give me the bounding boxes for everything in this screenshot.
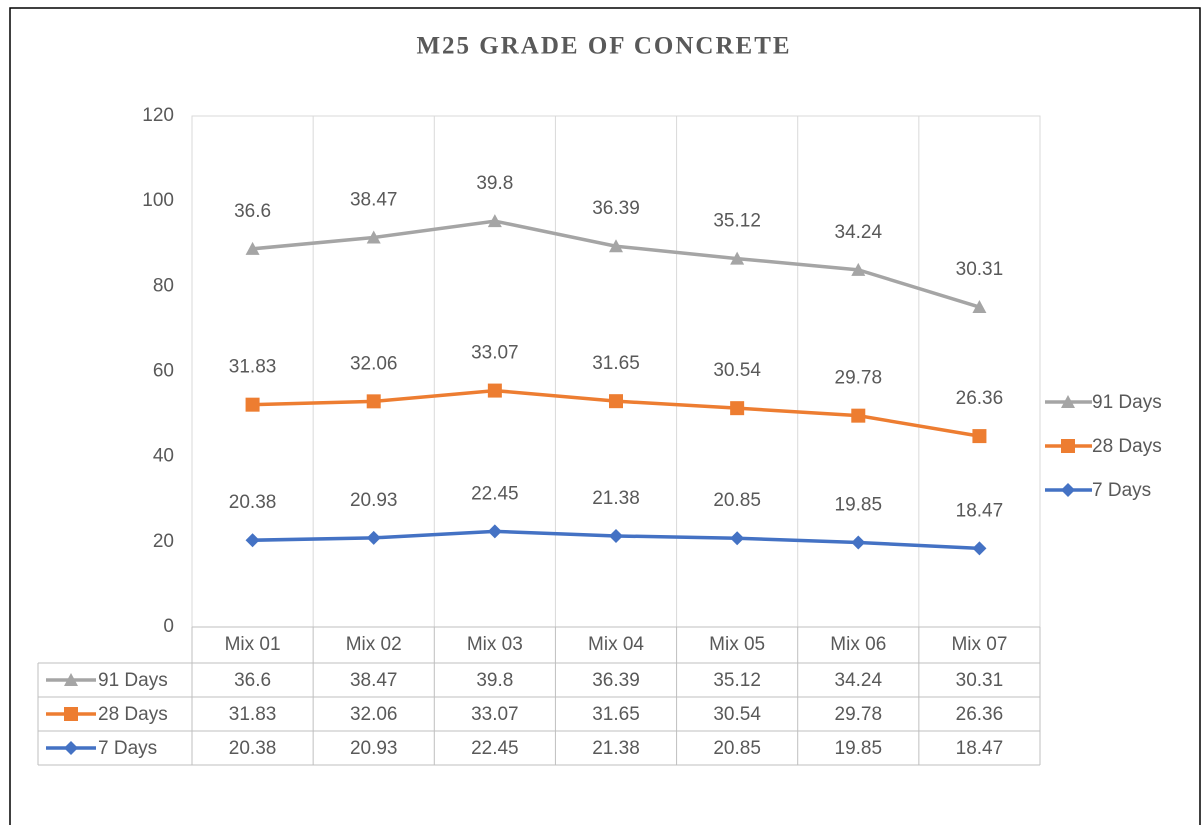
data-label: 19.85 bbox=[835, 494, 883, 515]
y-tick-label: 100 bbox=[142, 190, 174, 211]
legend-key-marker bbox=[1061, 439, 1075, 453]
table-cell: 29.78 bbox=[835, 704, 883, 725]
data-point bbox=[851, 535, 866, 550]
data-point bbox=[851, 262, 866, 276]
data-label: 26.36 bbox=[956, 388, 1004, 409]
data-point bbox=[972, 300, 987, 314]
data-label: 20.85 bbox=[713, 490, 761, 511]
chart-title: M25 GRADE OF CONCRETE bbox=[416, 33, 791, 60]
y-tick-label: 120 bbox=[142, 105, 174, 126]
legend-key-marker bbox=[1061, 483, 1075, 497]
table-cell: 32.06 bbox=[350, 704, 398, 725]
table-cell: 20.85 bbox=[713, 738, 761, 759]
data-label: 31.65 bbox=[592, 353, 640, 374]
table-cell: 31.83 bbox=[229, 704, 277, 725]
table-cell: 22.45 bbox=[471, 738, 519, 759]
table-row-label: 28 Days bbox=[98, 704, 168, 725]
data-point bbox=[851, 408, 866, 423]
data-label: 31.83 bbox=[229, 357, 277, 378]
data-point bbox=[487, 383, 502, 398]
table-cell: 35.12 bbox=[713, 670, 761, 691]
data-label: 36.39 bbox=[592, 198, 640, 219]
data-label: 30.31 bbox=[956, 259, 1004, 280]
chart-border bbox=[9, 7, 1201, 825]
data-point bbox=[487, 214, 502, 228]
data-point bbox=[609, 528, 623, 543]
x-tick-label: Mix 03 bbox=[467, 634, 523, 655]
table-cell: 34.24 bbox=[835, 670, 883, 691]
data-point bbox=[730, 251, 745, 265]
x-tick-label: Mix 05 bbox=[709, 634, 765, 655]
y-tick-label: 60 bbox=[153, 361, 174, 382]
table-cell: 33.07 bbox=[471, 704, 519, 725]
data-label: 34.24 bbox=[835, 222, 883, 243]
table-row-label: 91 Days bbox=[98, 670, 168, 691]
table-cell: 30.54 bbox=[713, 704, 761, 725]
data-point bbox=[366, 394, 381, 409]
legend-label: 7 Days bbox=[1092, 480, 1151, 501]
data-point bbox=[487, 524, 502, 539]
table-key-marker bbox=[64, 707, 78, 721]
data-point bbox=[972, 541, 987, 556]
table-cell: 39.8 bbox=[476, 670, 513, 691]
x-tick-label: Mix 02 bbox=[346, 634, 402, 655]
data-label: 35.12 bbox=[713, 211, 761, 232]
x-tick-label: Mix 01 bbox=[225, 634, 281, 655]
table-row-label: 7 Days bbox=[98, 738, 157, 759]
table-cell: 38.47 bbox=[350, 670, 398, 691]
data-point bbox=[245, 533, 260, 548]
legend-label: 91 Days bbox=[1092, 392, 1162, 413]
data-label: 39.8 bbox=[476, 173, 513, 194]
x-tick-label: Mix 07 bbox=[951, 634, 1007, 655]
data-label: 20.93 bbox=[350, 490, 398, 511]
data-point bbox=[366, 230, 381, 244]
legend-key-marker bbox=[1061, 395, 1075, 408]
data-point bbox=[730, 401, 745, 416]
data-point bbox=[972, 429, 987, 444]
data-label: 21.38 bbox=[592, 488, 640, 509]
y-tick-label: 80 bbox=[153, 275, 174, 296]
y-tick-label: 20 bbox=[153, 531, 174, 552]
table-cell: 20.93 bbox=[350, 738, 398, 759]
data-point bbox=[609, 239, 623, 253]
table-cell: 26.36 bbox=[956, 704, 1004, 725]
data-label: 20.38 bbox=[229, 492, 277, 513]
data-label: 36.6 bbox=[234, 201, 271, 222]
x-tick-label: Mix 06 bbox=[830, 634, 886, 655]
y-tick-label: 0 bbox=[163, 616, 174, 637]
table-cell: 19.85 bbox=[835, 738, 883, 759]
table-cell: 36.39 bbox=[592, 670, 640, 691]
legend-label: 28 Days bbox=[1092, 436, 1162, 457]
table-cell: 20.38 bbox=[229, 738, 277, 759]
table-cell: 18.47 bbox=[956, 738, 1004, 759]
table-cell: 30.31 bbox=[956, 670, 1004, 691]
data-point bbox=[609, 394, 623, 409]
table-cell: 31.65 bbox=[592, 704, 640, 725]
x-tick-label: Mix 04 bbox=[588, 634, 644, 655]
table-cell: 36.6 bbox=[234, 670, 271, 691]
y-tick-label: 40 bbox=[153, 446, 174, 467]
data-label: 18.47 bbox=[956, 500, 1004, 521]
data-point bbox=[730, 531, 745, 546]
table-key-marker bbox=[64, 741, 78, 755]
table-key-marker bbox=[64, 673, 78, 686]
data-point bbox=[245, 397, 260, 412]
data-label: 22.45 bbox=[471, 483, 519, 504]
data-point bbox=[245, 241, 260, 255]
data-label: 29.78 bbox=[835, 368, 883, 389]
data-label: 32.06 bbox=[350, 353, 398, 374]
table-cell: 21.38 bbox=[592, 738, 640, 759]
data-label: 30.54 bbox=[713, 360, 761, 381]
data-label: 38.47 bbox=[350, 190, 398, 211]
data-label: 33.07 bbox=[471, 343, 519, 364]
data-point bbox=[366, 530, 381, 545]
